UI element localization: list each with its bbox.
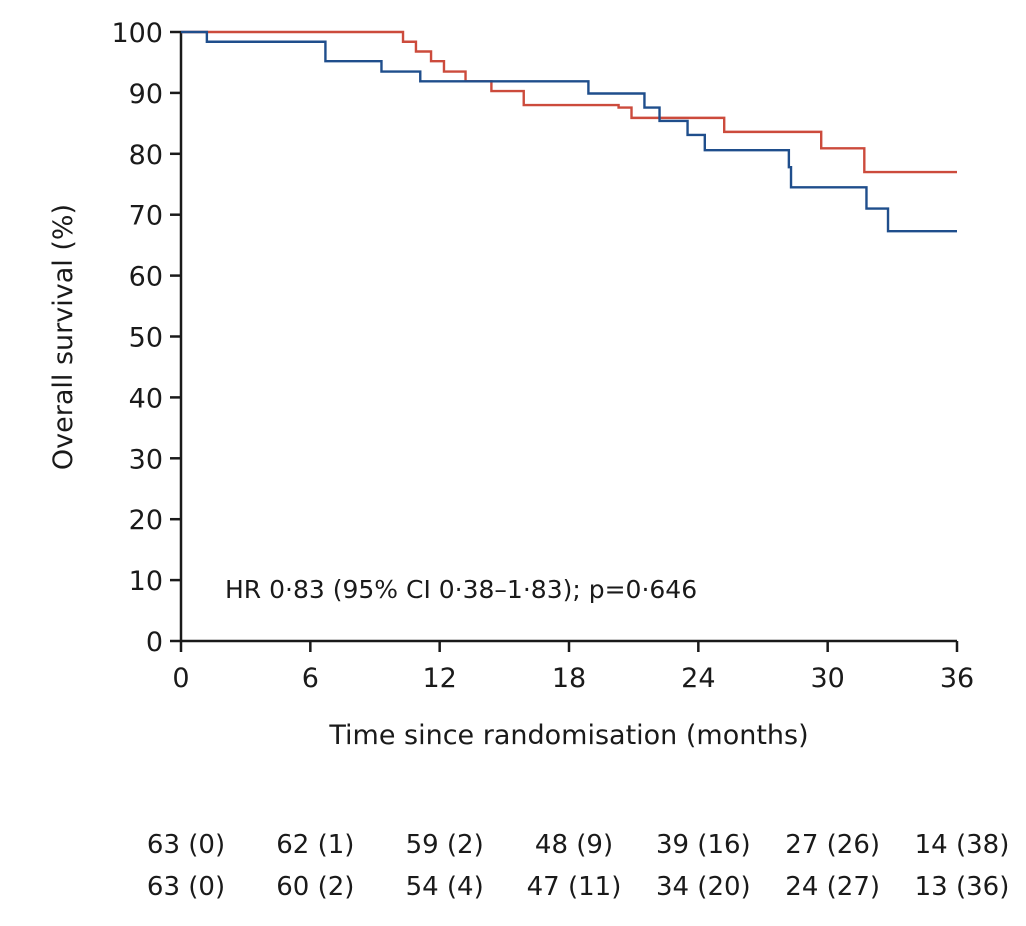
risk-cell: 27 (26) — [785, 830, 880, 860]
y-tick-label: 20 — [129, 505, 163, 536]
y-tick-label: 60 — [129, 262, 163, 293]
risk-cell: 48 (9) — [535, 830, 613, 860]
y-tick-label: 10 — [129, 566, 163, 597]
series-layer — [181, 30, 957, 233]
x-tick-label: 6 — [302, 663, 319, 694]
risk-cell: 39 (16) — [656, 830, 751, 860]
y-axis-title: Overall survival (%) — [48, 204, 79, 470]
x-tick-label: 18 — [552, 663, 586, 694]
y-tick-label: 50 — [129, 323, 163, 354]
x-tick-label: 12 — [422, 663, 456, 694]
y-tick-label: 90 — [129, 79, 163, 110]
axes: 0 10 20 30 40 50 60 70 80 90 100 0 6 12 18 24 30 36 — [111, 18, 974, 694]
y-tick-label: 80 — [129, 140, 163, 171]
risk-cell: 34 (20) — [656, 872, 751, 902]
number-at-risk-table: 63 (0) 62 (1) 59 (2) 48 (9) 39 (16) 27 (26) 14… — [147, 830, 1009, 902]
y-tick-label: 0 — [146, 627, 163, 658]
x-tick-label: 36 — [940, 663, 974, 694]
survival-curve-2 — [181, 30, 957, 233]
risk-cell: 13 (36) — [915, 872, 1010, 902]
risk-cell: 59 (2) — [406, 830, 484, 860]
risk-cell: 47 (11) — [527, 872, 622, 902]
x-tick-label: 30 — [810, 663, 844, 694]
y-tick-label: 30 — [129, 444, 163, 475]
survival-curve-1 — [181, 30, 957, 174]
y-tick-label: 70 — [129, 201, 163, 232]
x-tick-label: 0 — [172, 663, 189, 694]
risk-cell: 62 (1) — [276, 830, 354, 860]
risk-cell: 63 (0) — [147, 830, 225, 860]
x-axis-title: Time since randomisation (months) — [328, 720, 808, 751]
risk-cell: 60 (2) — [276, 872, 354, 902]
risk-cell: 54 (4) — [406, 872, 484, 902]
risk-cell: 14 (38) — [915, 830, 1010, 860]
y-tick-label: 40 — [129, 383, 163, 414]
risk-cell: 24 (27) — [785, 872, 880, 902]
hazard-ratio-annotation: HR 0·83 (95% CI 0·38–1·83); p=0·646 — [225, 575, 697, 604]
risk-cell: 63 (0) — [147, 872, 225, 902]
y-tick-label: 100 — [111, 18, 163, 49]
x-tick-label: 24 — [681, 663, 715, 694]
